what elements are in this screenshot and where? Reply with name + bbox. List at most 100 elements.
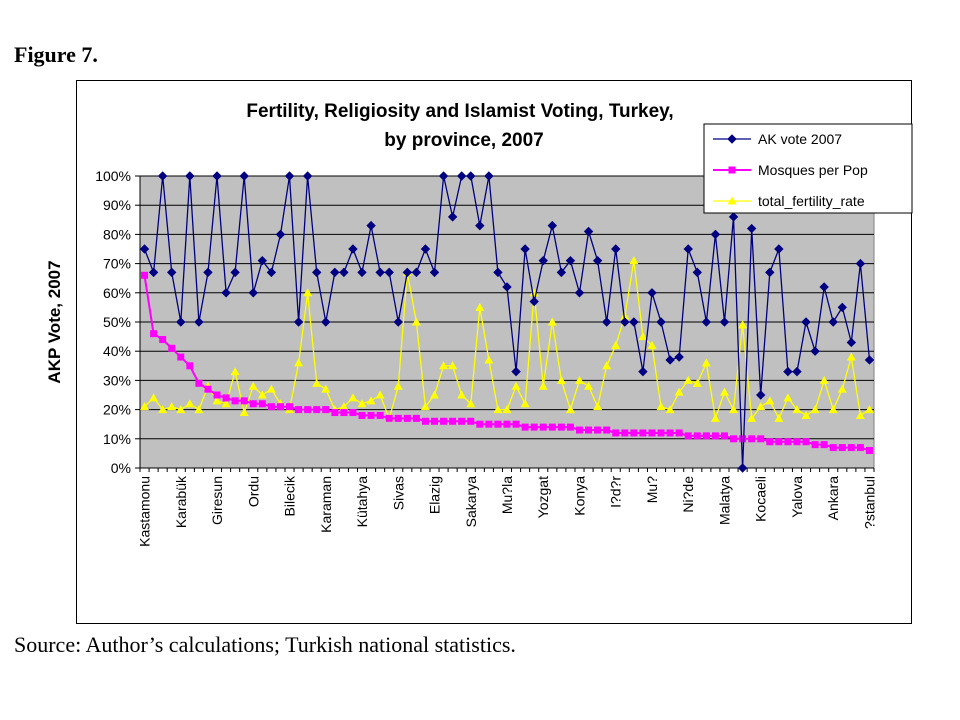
ak-vote-point xyxy=(393,317,403,327)
fertility-rate-point xyxy=(701,358,711,367)
fertility-rate-point xyxy=(176,405,186,414)
fertility-rate-point xyxy=(556,375,566,384)
ak-vote-point xyxy=(556,267,567,278)
mosques-per-pop-point xyxy=(412,414,420,422)
mosques-per-pop-point xyxy=(240,397,248,405)
fertility-rate-point xyxy=(774,413,784,422)
fertility-rate-point xyxy=(167,402,177,411)
ak-vote-point xyxy=(456,171,467,181)
ak-vote-point xyxy=(157,171,168,181)
fertility-rate-point xyxy=(348,393,358,402)
x-tick-label: Sivas xyxy=(390,476,406,510)
mosques-per-pop-point xyxy=(585,426,593,434)
mosques-per-pop-point xyxy=(766,438,774,446)
x-tick-label: Ankara xyxy=(825,476,841,521)
ak-vote-point xyxy=(629,317,639,327)
x-tick-label: Karaman xyxy=(318,476,334,533)
x-tick-label: Konya xyxy=(571,476,587,516)
mosques-per-pop-point xyxy=(521,423,529,431)
mosques-per-pop-point xyxy=(276,403,284,411)
ak-vote-point xyxy=(366,220,376,231)
ak-vote-point xyxy=(375,267,385,278)
ak-vote-point xyxy=(466,171,476,181)
chart-title-line-2: by province, 2007 xyxy=(384,130,543,151)
mosques-per-pop-point xyxy=(204,385,212,393)
ak-vote-point xyxy=(321,317,331,327)
x-tick-label: Kütahya xyxy=(354,476,370,528)
mosques-per-pop-point xyxy=(286,403,294,411)
ak-vote-point xyxy=(746,223,757,234)
ak-vote-point xyxy=(819,282,829,292)
ak-vote-point xyxy=(855,258,866,269)
x-tick-label: Sakarya xyxy=(463,476,479,528)
fertility-rate-point xyxy=(864,405,874,414)
fertility-rate-point xyxy=(448,361,458,370)
mosques-per-pop-point xyxy=(222,394,230,402)
ak-vote-point xyxy=(611,244,621,254)
ak-vote-point xyxy=(384,267,394,278)
y-tick-label: 40% xyxy=(103,343,131,359)
fertility-rate-point xyxy=(439,361,449,370)
fertility-rate-point xyxy=(611,340,621,349)
ak-vote-point xyxy=(447,212,458,222)
ak-vote-point xyxy=(710,229,721,240)
ak-vote-point xyxy=(511,366,521,377)
ak-vote-point xyxy=(221,288,231,298)
fertility-rate-point xyxy=(602,361,612,370)
ak-vote-point xyxy=(620,317,630,327)
fertility-rate-point xyxy=(493,405,503,414)
mosques-per-pop-point xyxy=(557,423,565,431)
fertility-rate-point xyxy=(837,384,847,393)
ak-vote-point xyxy=(339,267,349,278)
y-tick-label: 60% xyxy=(103,285,131,301)
fertility-rate-point xyxy=(584,381,594,390)
mosques-per-pop-point xyxy=(838,444,846,452)
ak-vote-point xyxy=(601,317,612,327)
mosques-per-pop-point xyxy=(847,444,855,452)
ak-vote-point xyxy=(674,352,684,362)
mosques-per-pop-point xyxy=(322,406,330,414)
ak-vote-point xyxy=(176,317,186,327)
y-tick-label: 90% xyxy=(103,197,131,213)
y-tick-label: 30% xyxy=(103,372,131,388)
mosques-per-pop-point xyxy=(621,429,629,437)
ak-vote-point xyxy=(330,267,340,278)
x-tick-label: Ordu xyxy=(245,476,261,507)
mosques-per-pop-point xyxy=(231,397,239,405)
fertility-rate-point xyxy=(719,387,729,396)
ak-vote-point xyxy=(529,296,539,307)
ak-vote-point xyxy=(194,317,204,327)
x-tick-label: Kocaeli xyxy=(753,476,769,522)
mosques-per-pop-point xyxy=(865,446,873,454)
mosques-per-pop-point xyxy=(793,438,801,446)
fertility-rate-point xyxy=(257,390,267,399)
ak-vote-point xyxy=(429,267,440,278)
fertility-rate-point xyxy=(629,256,639,265)
x-tick-label: Kastamonu xyxy=(137,476,153,547)
fertility-rate-point xyxy=(565,405,575,414)
x-tick-label: Mu? xyxy=(644,476,660,503)
mosques-per-pop-point xyxy=(258,400,266,408)
fertility-rate-point xyxy=(149,393,159,402)
mosques-per-pop-point xyxy=(249,400,257,408)
ak-vote-point xyxy=(248,288,258,298)
fertility-rate-point xyxy=(230,367,240,376)
mosques-per-pop-point xyxy=(313,406,321,414)
fertility-rate-point xyxy=(430,390,440,399)
chart-title-line-1: Fertility, Religiosity and Islamist Voti… xyxy=(246,101,673,122)
mosques-per-pop-point xyxy=(177,353,185,361)
mosques-per-pop-point xyxy=(476,420,484,428)
mosques-per-pop-point xyxy=(168,344,176,352)
fertility-rate-point xyxy=(828,405,838,414)
fertility-rate-point xyxy=(194,405,204,414)
fertility-rate-point xyxy=(185,399,195,408)
legend: AK vote 2007 Mosques per Pop total_fertili… xyxy=(703,123,913,214)
fertility-rate-point xyxy=(674,387,684,396)
ak-vote-point xyxy=(864,355,875,365)
ak-vote-legend-label: AK vote 2007 xyxy=(758,131,842,147)
mosques-per-pop-point xyxy=(349,409,357,417)
fertility-rate-point xyxy=(266,384,276,393)
x-tick-label: Mu?la xyxy=(499,476,515,514)
fertility-rate-point xyxy=(375,390,385,399)
mosques-per-pop-point xyxy=(394,414,402,422)
